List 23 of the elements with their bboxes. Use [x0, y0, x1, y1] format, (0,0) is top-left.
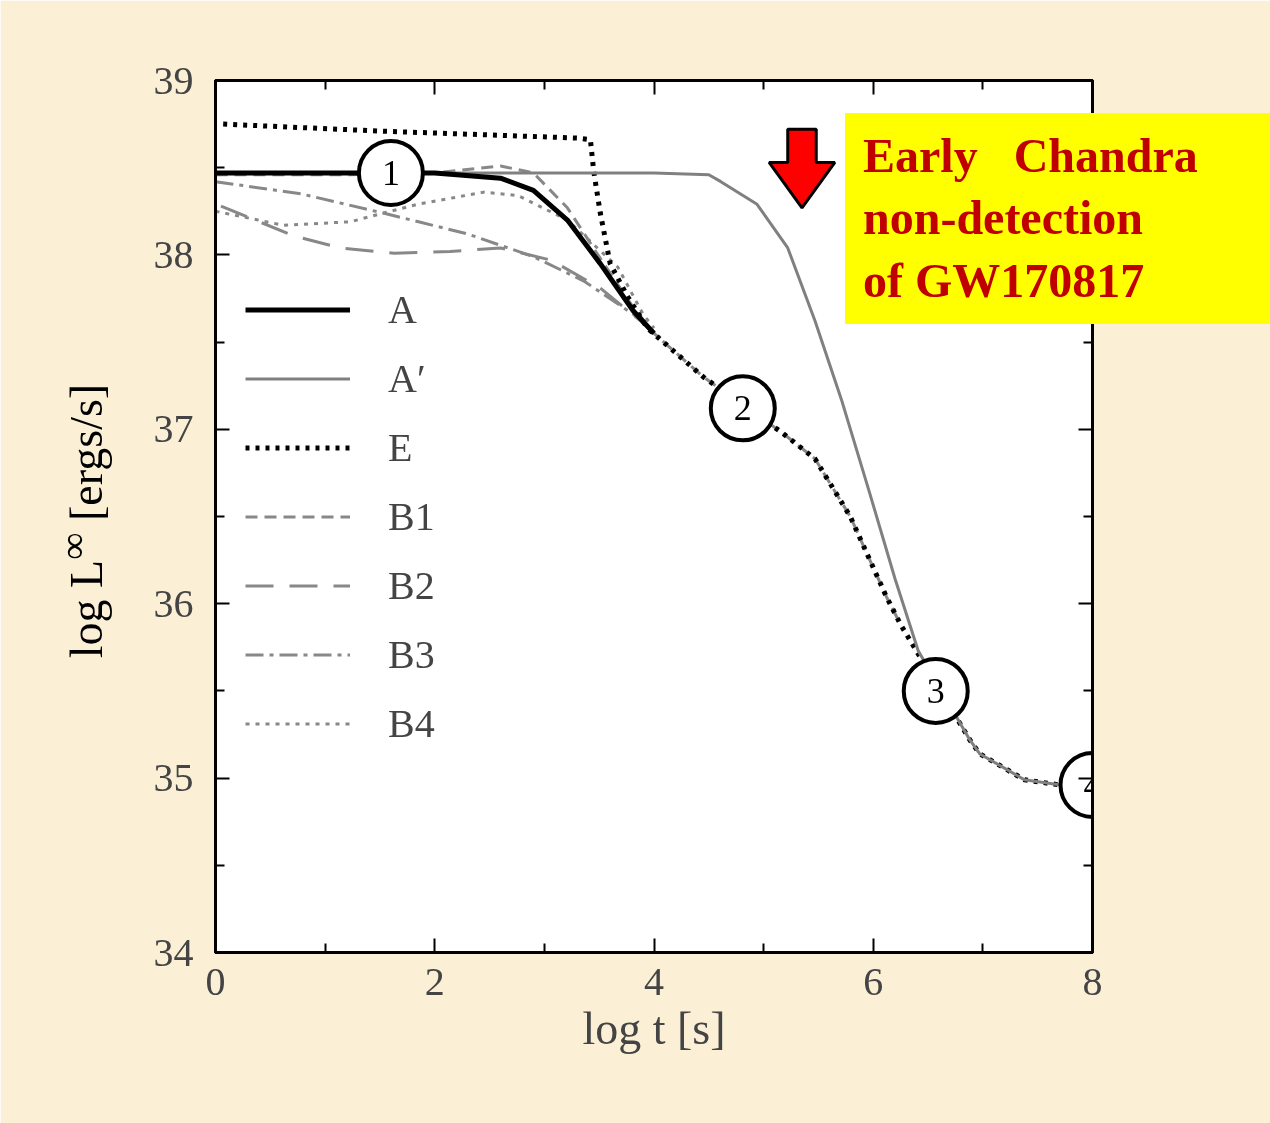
legend-label: B1 — [388, 492, 435, 540]
annotation: Early Chandra non-detection of GW170817 — [863, 128, 1198, 309]
y-tick-label: 35 — [153, 755, 194, 801]
y-tick-label: 38 — [153, 231, 194, 277]
annotation: 3 — [926, 670, 945, 711]
legend-label: A — [388, 285, 417, 333]
y-tick-label: 39 — [153, 57, 194, 103]
legend-label: B2 — [388, 561, 435, 609]
x-tick-label: 4 — [644, 958, 664, 1004]
legend-label: E — [388, 423, 413, 471]
y-tick-label: 36 — [153, 580, 194, 626]
annotation: 2 — [733, 388, 752, 429]
y-tick-label: 37 — [153, 406, 194, 452]
legend-label: A′ — [388, 354, 426, 402]
x-tick-label: 0 — [205, 958, 226, 1004]
x-axis-title: log t [s] — [582, 1002, 726, 1054]
x-tick-label: 8 — [1082, 958, 1103, 1004]
x-tick-label: 2 — [424, 958, 445, 1004]
x-tick-label: 6 — [863, 958, 884, 1004]
annotation: 1 — [381, 152, 400, 193]
legend-label: B4 — [388, 699, 435, 747]
y-tick-label: 34 — [153, 929, 194, 975]
legend-label: B3 — [388, 630, 435, 678]
